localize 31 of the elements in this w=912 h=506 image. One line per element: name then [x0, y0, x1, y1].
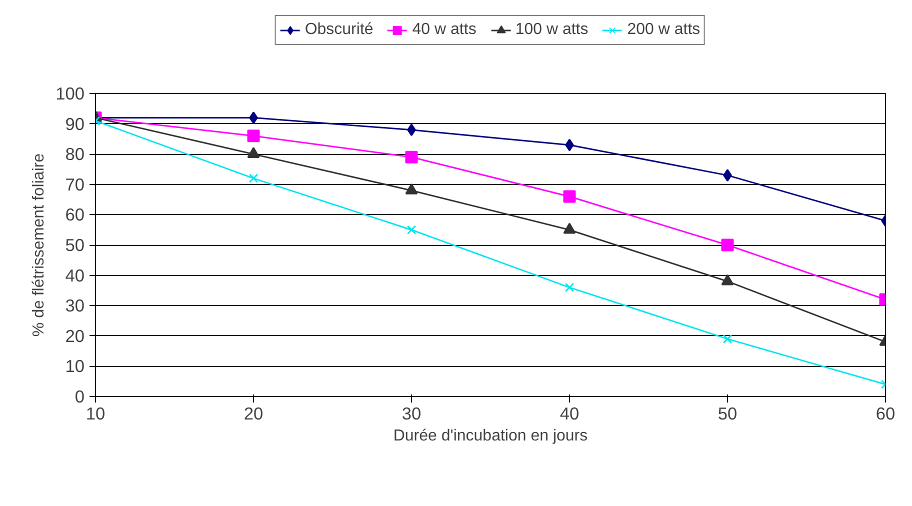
- legend-label: 200 w atts: [627, 21, 700, 39]
- x-tick-label: 10: [86, 404, 106, 424]
- legend-label: 100 w atts: [515, 21, 588, 39]
- x-tick-label: 20: [244, 404, 264, 424]
- point: [247, 130, 260, 142]
- point: [563, 190, 576, 203]
- x-tick-label: 40: [560, 404, 580, 424]
- y-tick-label: 10: [65, 356, 85, 376]
- y-tick-label: 40: [65, 265, 85, 286]
- legend-label: 40 w atts: [412, 21, 476, 39]
- y-tick-label: 50: [65, 235, 85, 255]
- y-tick-label: 0: [74, 386, 85, 406]
- point: [721, 238, 734, 252]
- point: [248, 174, 258, 183]
- point: [405, 150, 418, 164]
- x-tick-label: 50: [718, 404, 738, 424]
- y-tick-label: 80: [65, 144, 85, 164]
- point: [406, 225, 416, 234]
- y-tick-label: 20: [65, 326, 85, 346]
- y-tick-label: 60: [65, 204, 85, 225]
- y-tick-label: 100: [56, 84, 85, 104]
- x-tick-label: 60: [876, 404, 896, 424]
- y-tick-label: 30: [65, 296, 85, 316]
- point: [564, 282, 574, 292]
- y-axis-title: % de flétrissement foliaire: [30, 153, 48, 337]
- y-tick-label: 70: [65, 174, 85, 194]
- y-tick-label: 90: [65, 114, 85, 134]
- point: [722, 334, 732, 344]
- x-axis-title: Durée d'incubation en jours: [393, 428, 588, 444]
- legend-label: Obscurité: [304, 21, 374, 39]
- x-tick-label: 30: [402, 404, 422, 424]
